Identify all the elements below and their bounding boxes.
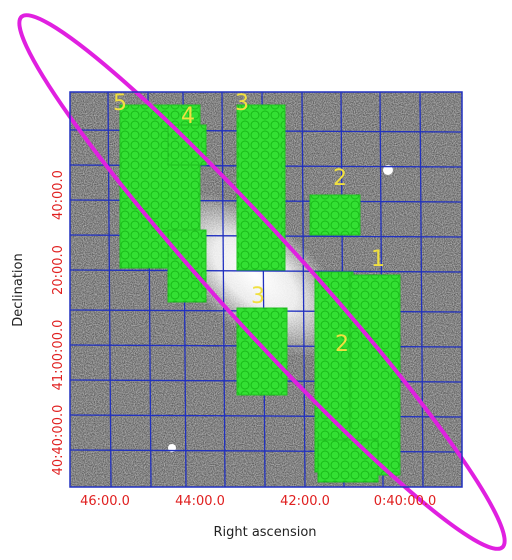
grid-line (69, 269, 463, 273)
region-label: 2 (335, 332, 349, 357)
y-axis-title: Declination (11, 253, 26, 327)
x-tick-label: 44:00.0 (175, 494, 225, 509)
x-axis-title: Right ascension (213, 525, 316, 540)
frame (69, 91, 463, 488)
grid-line (221, 91, 226, 488)
region-label: 2 (333, 166, 347, 191)
y-tick-label: 20:00.0 (51, 245, 66, 295)
region-label: 3 (235, 91, 249, 116)
grid-line (301, 91, 306, 488)
x-tick-label: 42:00.0 (280, 494, 330, 509)
grid-line (107, 91, 112, 488)
region-label: 1 (371, 247, 385, 272)
y-tick-label: 40:40:00.0 (51, 405, 66, 476)
grid-line (419, 91, 424, 488)
y-tick-label: 40:00.0 (51, 170, 66, 220)
region-label: 3 (251, 284, 265, 309)
y-tick-label: 41:00:00.0 (51, 320, 66, 391)
x-tick-label: 0:40:00.0 (374, 494, 437, 509)
fields (119, 104, 401, 483)
x-tick-label: 46:00.0 (80, 494, 130, 509)
region-label: 5 (113, 91, 127, 116)
region-label: 4 (181, 104, 195, 129)
